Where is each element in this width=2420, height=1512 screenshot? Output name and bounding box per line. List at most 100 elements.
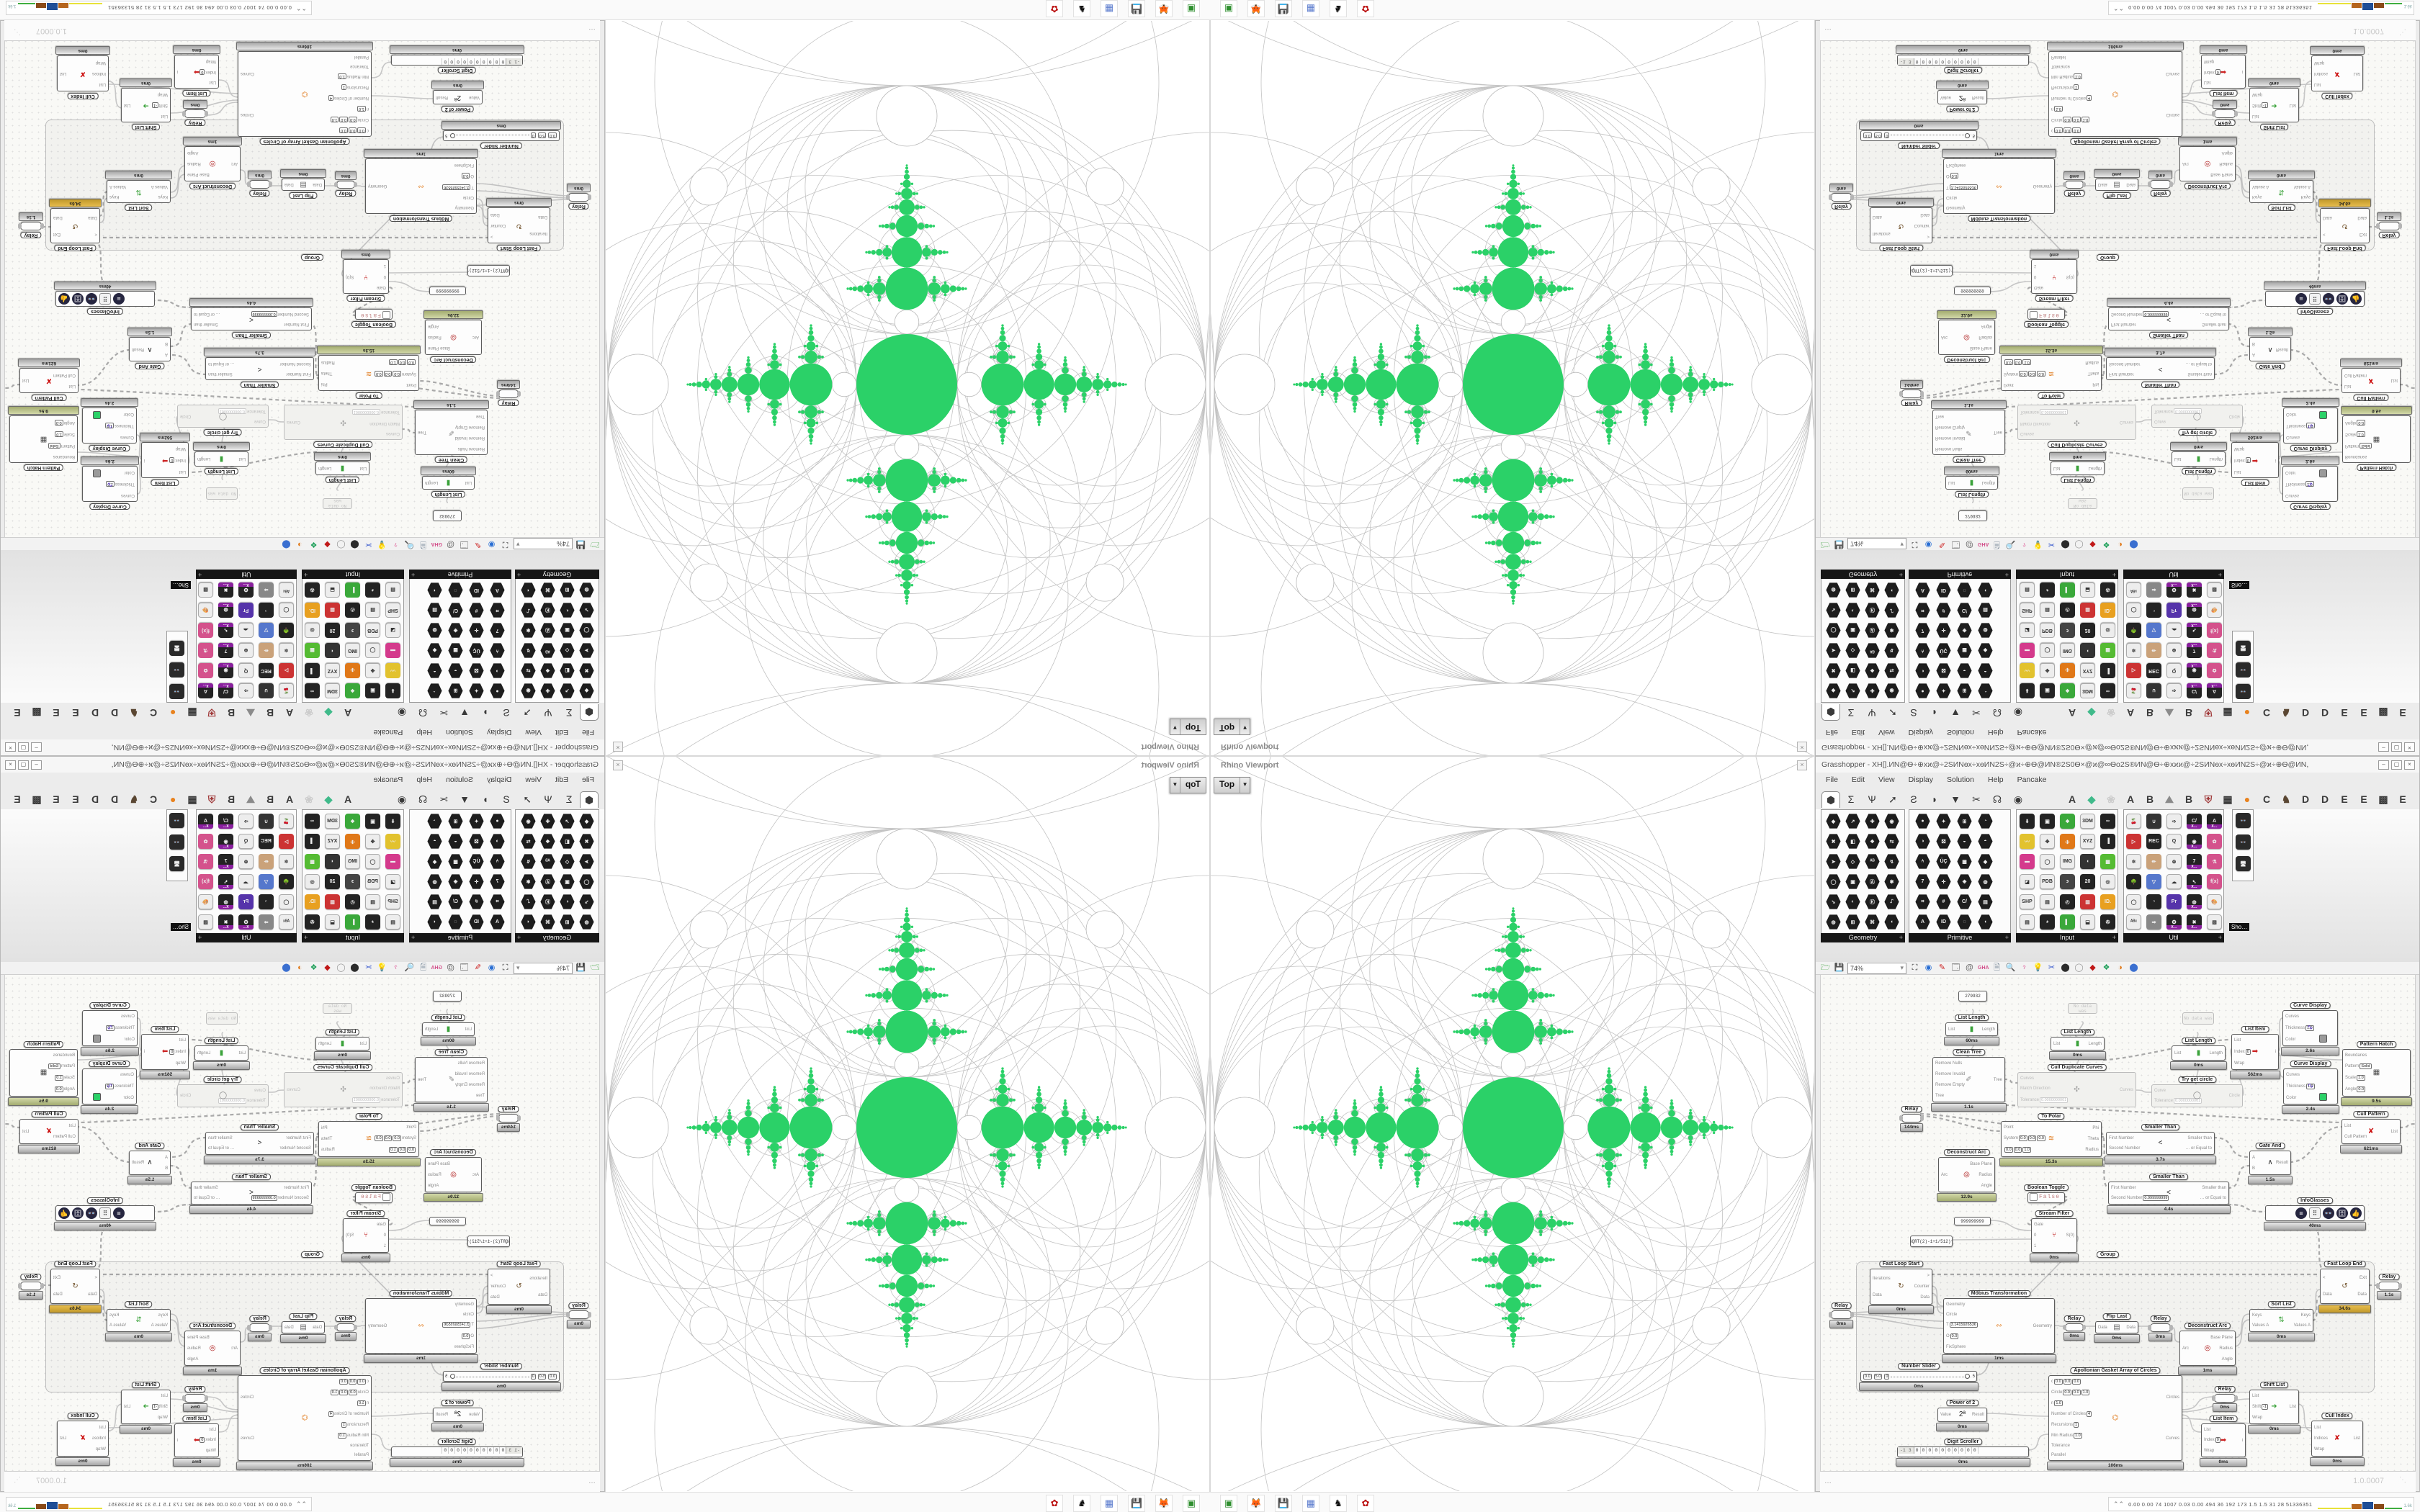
node-boolean-toggle[interactable]: False Boolean Toggle: [2024, 1184, 2069, 1203]
chevron-down-icon[interactable]: ▼: [1240, 719, 1250, 734]
mini-component-icon[interactable]: 👓: [169, 662, 184, 678]
menu-edit[interactable]: Edit: [555, 728, 569, 737]
preview-eye-icon[interactable]: ◉: [1924, 540, 1932, 549]
component-icon[interactable]: ✇: [2100, 582, 2115, 598]
component-icon[interactable]: 🌳: [2126, 623, 2141, 638]
component-icon[interactable]: ◧: [560, 663, 575, 678]
component-icon[interactable]: ➡: [259, 914, 274, 930]
node-number-slider[interactable]: 0.0 5.0 0 5 Number Slider 0ms: [442, 121, 561, 149]
component-icon[interactable]: 🍒: [2126, 814, 2141, 829]
display-tab-icon[interactable]: ◉: [397, 793, 407, 805]
component-icon[interactable]: ▤: [1978, 894, 1993, 909]
jump-icon[interactable]: ✂: [364, 540, 372, 549]
plugin-tab-1[interactable]: ◆: [2087, 793, 2096, 805]
display-tab-icon[interactable]: ◉: [2013, 707, 2023, 719]
save-file-icon[interactable]: 💾: [1834, 540, 1845, 549]
node-panel[interactable]: No data wasPanel0ms: [323, 498, 352, 509]
sets-tab-icon[interactable]: Ѱ: [544, 707, 552, 719]
camera-icon[interactable]: 🗔: [1951, 540, 1960, 549]
plugin-tab-17[interactable]: E: [2399, 793, 2406, 805]
component-icon[interactable]: Ⓐ: [540, 623, 555, 638]
component-icon[interactable]: ▐: [2100, 663, 2115, 678]
component-icon[interactable]: ▬: [2020, 643, 2035, 658]
maximize-button[interactable]: ▢: [18, 742, 29, 752]
component-icon[interactable]: ✖ X…: [2187, 582, 2202, 598]
component-icon[interactable]: ∞: [2100, 683, 2115, 698]
menu-help[interactable]: Help: [1987, 728, 2004, 737]
component-icon[interactable]: Ⓚ: [540, 894, 555, 909]
plugin-tab-7[interactable]: ⛨: [2204, 707, 2213, 719]
component-icon[interactable]: ⇆: [521, 663, 536, 678]
component-icon[interactable]: ▣: [2040, 814, 2055, 829]
plugin-tab-10[interactable]: C: [2262, 707, 2271, 719]
component-icon[interactable]: ⬓: [2080, 582, 2095, 598]
component-icon[interactable]: ⌘: [1865, 914, 1880, 930]
resize-grip[interactable]: ⋱: [13, 1476, 21, 1484]
infoglasses-icon[interactable]: 👍: [2350, 1207, 2362, 1219]
plugin-tab-0[interactable]: A: [344, 707, 352, 719]
plugin-tab-11[interactable]: ♞: [2281, 707, 2291, 719]
plugin-tab-1[interactable]: ◆: [324, 707, 333, 719]
component-icon[interactable]: ▬: [385, 854, 400, 869]
plugin-tab-9[interactable]: ●: [2244, 793, 2251, 805]
component-icon[interactable]: ▥: [325, 603, 340, 618]
component-icon[interactable]: ✖: [579, 663, 594, 678]
component-icon[interactable]: ▦: [2100, 643, 2115, 658]
plugin-tab-16[interactable]: ▩: [32, 793, 42, 805]
component-icon[interactable]: 〰: [2020, 663, 2035, 678]
component-icon[interactable]: 🌳: [279, 874, 294, 889]
component-icon[interactable]: ▐: [2100, 834, 2115, 849]
component-icon[interactable]: ID: [469, 582, 484, 598]
component-icon[interactable]: ❋: [448, 623, 463, 638]
component-icon[interactable]: ☁: [2166, 623, 2182, 638]
component-icon[interactable]: ❖: [540, 834, 555, 849]
component-icon[interactable]: ÜÇ: [1936, 643, 1951, 658]
node-relay[interactable]: Relay 1.1s: [2376, 1274, 2402, 1300]
component-icon[interactable]: ◌: [1957, 914, 1972, 930]
component-icon[interactable]: ᴬᴮᶜ: [279, 582, 294, 598]
plugin-tab-5[interactable]: ⛰: [246, 707, 255, 719]
intersect-tab-icon[interactable]: ✂: [439, 793, 448, 805]
node-list-length[interactable]: List Length ▮ List Length 0ms: [2170, 442, 2227, 474]
component-icon[interactable]: ➩: [2166, 814, 2182, 829]
sets-tab-icon[interactable]: Ѱ: [1868, 707, 1876, 719]
node-infoglasses[interactable]: ≡ ⠿ 👓 🗄 👍 InfoGlasses 40ms: [54, 1197, 156, 1230]
component-icon[interactable]: ❖: [345, 814, 360, 829]
component-icon[interactable]: ✚: [1865, 683, 1880, 698]
red-settings-app-icon[interactable]: ✿: [1046, 0, 1063, 17]
component-icon[interactable]: 20: [2080, 623, 2095, 638]
component-icon[interactable]: ▥: [2080, 894, 2095, 909]
component-icon[interactable]: ◍ X…: [2187, 603, 2202, 618]
node-relay[interactable]: Relay 0ms: [1829, 1302, 1854, 1328]
component-icon[interactable]: ⊗: [238, 643, 254, 658]
preview-eye-icon[interactable]: ◉: [488, 963, 496, 972]
canvas-breadcrumb[interactable]: …: [1824, 1477, 1832, 1485]
document-icon[interactable]: 🗎: [1994, 540, 2000, 549]
component-icon[interactable]: ID.: [305, 894, 320, 909]
node-power-of-2[interactable]: Value Result 2ª Power of 2 0ms: [431, 81, 484, 112]
component-icon[interactable]: ❖: [1865, 834, 1880, 849]
component-icon[interactable]: ◍: [1826, 914, 1841, 930]
component-icon[interactable]: Pr: [238, 894, 254, 909]
infoglasses-icon[interactable]: ≡: [2295, 293, 2307, 305]
params-tab-icon[interactable]: ⬢: [1821, 791, 1840, 808]
component-icon[interactable]: ⚄: [469, 834, 484, 849]
node-m-bius-transformation[interactable]: Geometry Circle T 3.1415926536 O 0.0 FixSphere…: [364, 1290, 478, 1363]
infoglasses-icon[interactable]: 👍: [58, 1207, 70, 1219]
component-icon[interactable]: ⚗: [198, 643, 213, 658]
component-icon[interactable]: ⑃: [1915, 854, 1930, 869]
component-icon[interactable]: ▩: [448, 643, 463, 658]
preview-eye-icon[interactable]: ◉: [1924, 963, 1932, 972]
component-icon[interactable]: ◍: [1826, 582, 1841, 598]
component-icon[interactable]: ◆: [427, 643, 442, 658]
node-sort-list[interactable]: Keys Values A Keys Values A ⇅ Sort List 0ms: [2248, 1301, 2315, 1341]
component-icon[interactable]: ✪ X…: [2166, 914, 2182, 930]
node-fast-loop-start[interactable]: Iterations Data > Counter Data ↻ Fast Loop Sta…: [1868, 1261, 1934, 1314]
component-icon[interactable]: C/X…: [2187, 683, 2202, 698]
maximize-button[interactable]: ▢: [2391, 760, 2402, 770]
preview-eye-icon[interactable]: ◉: [488, 540, 496, 549]
node-to-polar[interactable]: Point System 0.0 0.0 0.0 0.0 0.0 1.0 Phi Theta Rad…: [317, 1113, 421, 1166]
canvas-breadcrumb[interactable]: …: [1824, 27, 1832, 35]
infoglasses-icon[interactable]: 👓: [86, 1207, 97, 1219]
node-relay[interactable]: Relay 0ms: [2213, 100, 2237, 126]
